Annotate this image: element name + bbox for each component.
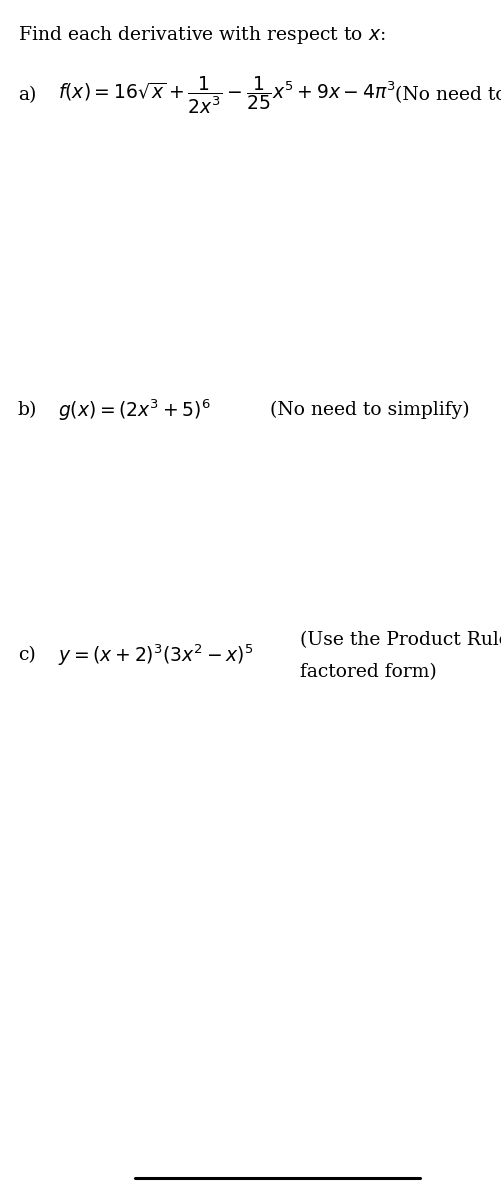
- Text: b): b): [18, 401, 37, 419]
- Text: Find each derivative with respect to $x$:: Find each derivative with respect to $x$…: [18, 24, 385, 46]
- Text: $g(x)=\left(2x^3+5\right)^6$: $g(x)=\left(2x^3+5\right)^6$: [58, 397, 210, 422]
- Text: (No need to simplify): (No need to simplify): [270, 401, 469, 419]
- Text: $f(x)=16\sqrt{x}+\dfrac{1}{2x^3}-\dfrac{1}{25}x^5+9x-4\pi^3$: $f(x)=16\sqrt{x}+\dfrac{1}{2x^3}-\dfrac{…: [58, 74, 395, 115]
- Text: c): c): [18, 646, 36, 664]
- Text: factored form): factored form): [300, 662, 436, 680]
- Text: (No need to simplify): (No need to simplify): [394, 86, 501, 104]
- Text: (Use the Product Rule \&: (Use the Product Rule \&: [300, 631, 501, 649]
- Text: a): a): [18, 86, 36, 104]
- Text: $y=\left(x+2\right)^3\left(3x^2-x\right)^5$: $y=\left(x+2\right)^3\left(3x^2-x\right)…: [58, 642, 253, 667]
